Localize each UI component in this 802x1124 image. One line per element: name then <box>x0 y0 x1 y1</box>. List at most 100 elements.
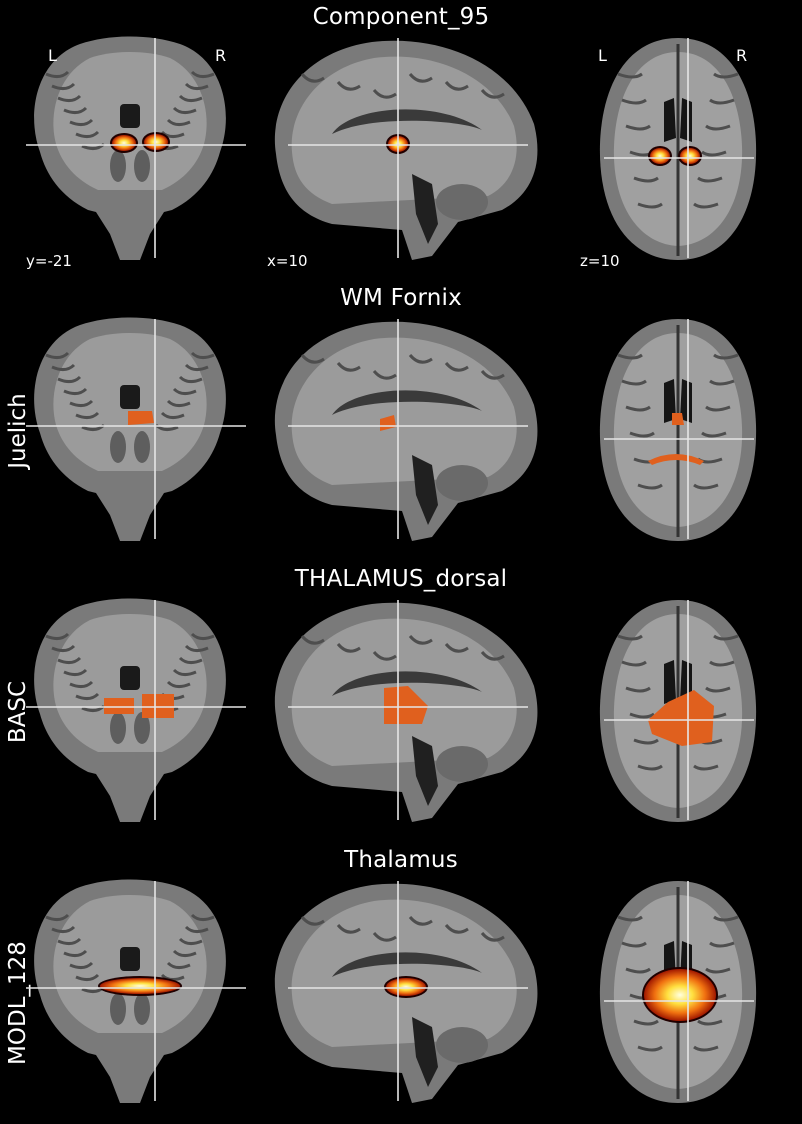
sulcus <box>172 949 197 958</box>
sulcus <box>617 353 643 360</box>
lateral-ventricles <box>664 379 692 423</box>
coronal-slice <box>26 36 246 260</box>
sulcus <box>629 712 655 719</box>
row-title: THALAMUS_dorsal <box>294 566 508 592</box>
coordinate-label-z: z=10 <box>580 252 620 270</box>
sulcus <box>63 668 88 677</box>
coronal-view <box>0 596 260 826</box>
corpus-callosum <box>332 671 482 696</box>
axial-view: L R z=10 <box>578 34 768 270</box>
sulcus <box>621 941 647 948</box>
brainstem-shadow <box>412 174 438 244</box>
sulcus <box>408 353 433 364</box>
sulcus <box>713 72 739 79</box>
sulcus <box>480 88 505 99</box>
sulcus <box>300 72 325 83</box>
axial-slice <box>599 38 757 260</box>
temporal-structure <box>110 993 126 1025</box>
sulcus <box>617 915 643 922</box>
row-title: Component_95 <box>312 4 490 30</box>
sulcus <box>625 124 651 131</box>
sulcus <box>480 369 505 380</box>
temporal-structure <box>110 712 126 744</box>
cerebellum <box>436 465 488 501</box>
cerebellum <box>436 746 488 782</box>
atlas-region <box>104 698 134 714</box>
activation-blob <box>386 978 426 996</box>
lateral-ventricles <box>664 660 692 704</box>
brainstem-shadow <box>412 1017 438 1087</box>
sulcus <box>51 363 76 372</box>
activation-blob <box>112 135 136 151</box>
sulcus <box>300 634 325 645</box>
sulcus <box>172 106 197 115</box>
cerebellum <box>436 1027 488 1063</box>
sulcus <box>705 124 731 131</box>
sulcus <box>184 644 209 653</box>
sulcus <box>637 202 663 209</box>
activation-blob <box>680 148 700 164</box>
sulcus <box>69 680 94 689</box>
sulcus <box>444 642 469 653</box>
sulcus <box>629 431 655 438</box>
white-matter <box>291 899 517 1047</box>
atlas-region <box>380 415 396 431</box>
coronal-view: L R y=-21 <box>0 34 260 270</box>
sulcus <box>300 915 325 926</box>
sulcus <box>713 915 739 922</box>
right-orientation-label: R <box>215 46 227 65</box>
sulcus <box>444 361 469 372</box>
sagittal-slice <box>274 319 538 541</box>
sulcus <box>190 913 215 922</box>
sulcus <box>166 118 191 127</box>
temporal-structure <box>134 150 150 182</box>
atlas-region <box>648 690 714 746</box>
sulcus <box>713 634 739 641</box>
sulcus <box>621 379 647 386</box>
axial-view <box>578 315 768 545</box>
sulcus <box>617 634 643 641</box>
activation-blob <box>644 969 716 1021</box>
atlas-region <box>384 686 428 724</box>
sulcus <box>697 1019 723 1026</box>
axial-view <box>578 877 768 1107</box>
right-orientation-label: R <box>736 46 748 65</box>
sagittal-view: x=10 <box>262 34 542 270</box>
sulcus <box>75 411 100 420</box>
sulcus <box>166 961 191 970</box>
sulcus <box>184 925 209 934</box>
sulcus <box>178 375 203 384</box>
ventricle <box>120 385 140 409</box>
coronal-view <box>0 877 260 1107</box>
axial-view <box>578 596 768 826</box>
sagittal-slice <box>274 881 538 1103</box>
activation-blob <box>100 978 180 994</box>
sulcus <box>709 941 735 948</box>
sulcus <box>190 351 215 360</box>
coronal-slice <box>26 598 246 822</box>
sulcus <box>184 82 209 91</box>
sulcus <box>705 967 731 974</box>
sulcus <box>444 923 469 934</box>
sulcus <box>69 961 94 970</box>
coronal-slice <box>26 879 246 1103</box>
atlas-region <box>142 694 174 718</box>
coordinate-label-x: x=10 <box>267 252 308 270</box>
sulcus <box>625 967 651 974</box>
sulcus <box>372 931 397 942</box>
sulcus <box>709 98 735 105</box>
sulcus <box>57 656 82 665</box>
white-matter <box>291 56 517 204</box>
sulcus <box>51 644 76 653</box>
sagittal-slice <box>274 38 538 260</box>
sulcus <box>166 680 191 689</box>
ventricle <box>120 947 140 971</box>
sulcus <box>372 650 397 661</box>
ventricle <box>120 104 140 128</box>
ventricle <box>120 666 140 690</box>
sulcus <box>480 650 505 661</box>
sulcus <box>190 632 215 641</box>
brainstem-shadow <box>412 455 438 525</box>
temporal-structure <box>134 431 150 463</box>
